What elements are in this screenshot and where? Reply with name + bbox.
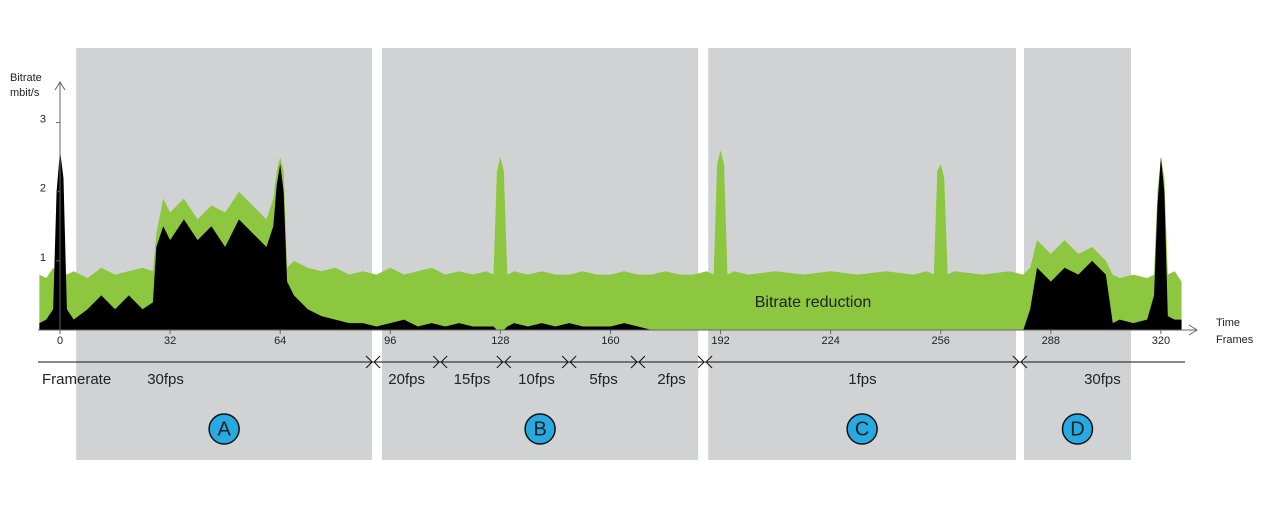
- arrow-head: [432, 355, 440, 369]
- x-axis-label: Time: [1216, 317, 1240, 329]
- region: [708, 48, 1017, 460]
- arrow-head: [373, 355, 381, 369]
- arrow-head: [630, 355, 638, 369]
- region-label: B: [533, 418, 546, 440]
- region-badge: [846, 413, 878, 445]
- region: [382, 48, 699, 460]
- arrow-head: [697, 355, 705, 369]
- framerate-value: 30fps: [1084, 371, 1121, 388]
- area: [39, 150, 1182, 330]
- arrow-head: [496, 355, 504, 369]
- x-tick-label: 192: [711, 335, 729, 347]
- region-badge: [1061, 413, 1094, 445]
- framerate-value: 30fps: [147, 371, 184, 388]
- x-tick-label: 256: [932, 335, 950, 347]
- region-label: C: [855, 418, 869, 440]
- x-tick-label: 96: [384, 335, 396, 347]
- x-axis-label: Frames: [1216, 334, 1254, 346]
- x-tick-label: 32: [164, 335, 176, 347]
- framerate-value: 1fps: [848, 371, 876, 388]
- framerate-value: 2fps: [657, 371, 685, 388]
- arrow-head: [440, 355, 448, 369]
- arrow-head: [638, 355, 646, 369]
- arrow-head: [1012, 355, 1020, 369]
- arrow-head: [569, 355, 577, 369]
- x-tick-label: 224: [821, 335, 839, 347]
- x-tick-label: 320: [1152, 335, 1170, 347]
- x-tick-label: 288: [1042, 335, 1060, 347]
- arrow-head: [705, 355, 713, 369]
- framerate-value: 15fps: [454, 371, 491, 388]
- framerate-value: 20fps: [388, 371, 425, 388]
- area: [39, 150, 1182, 330]
- framerate-value: 10fps: [518, 371, 555, 388]
- framerate-value: 5fps: [589, 371, 617, 388]
- arrow-head: [561, 355, 569, 369]
- framerate-label: Framerate: [42, 371, 111, 388]
- region-label: A: [217, 418, 231, 440]
- x-tick-label: 128: [491, 335, 509, 347]
- x-tick-label: 0: [57, 335, 63, 347]
- region-badge: [208, 413, 240, 445]
- x-tick-label: 160: [601, 335, 619, 347]
- arrow-head: [1020, 355, 1028, 369]
- plot: 1 2 3 0 32 64 96 128 160 192 224 256 288 320: [38, 81, 1198, 347]
- region-badge: [524, 413, 556, 445]
- y-axis-label: mbit/s: [10, 87, 40, 99]
- y-tick-label: 2: [40, 183, 46, 195]
- y-tick-label: 3: [40, 113, 46, 125]
- y-tick-label: 1: [40, 252, 46, 264]
- arrow-head: [504, 355, 512, 369]
- x-axis-arrow: [1188, 324, 1198, 336]
- overlay: A B C D 30fps 20fps 15fps 10fps 5fps 2fps 1fps 30fp…: [38, 355, 1185, 445]
- region-label: D: [1070, 418, 1084, 440]
- regions: [76, 48, 1131, 460]
- x-tick-label: 64: [274, 335, 286, 347]
- annotation: Bitrate reduction: [755, 294, 872, 311]
- y-axis-label: Bitrate: [10, 72, 42, 84]
- arrow-head: [365, 355, 373, 369]
- y-axis-arrow: [54, 81, 66, 91]
